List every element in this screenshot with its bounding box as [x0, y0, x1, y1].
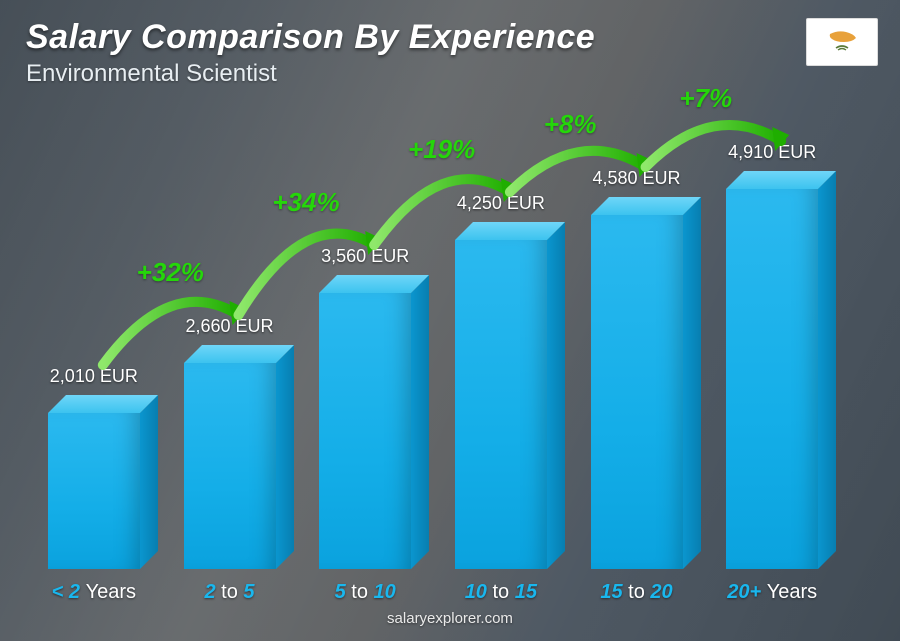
bar-top-face	[591, 197, 701, 215]
bar-1: 2,660 EUR2 to 5	[162, 110, 298, 569]
growth-pct-label: +8%	[544, 109, 597, 140]
bar-side-face	[547, 222, 565, 569]
bar-3: 4,250 EUR10 to 15	[433, 110, 569, 569]
growth-pct-label: +7%	[679, 83, 732, 114]
bar-value-label: 2,660 EUR	[150, 316, 310, 337]
bar-x-label: 5 to 10	[335, 581, 396, 604]
bar-value-label: 2,010 EUR	[14, 366, 174, 387]
cyprus-flag-icon	[812, 24, 872, 60]
bar-side-face	[276, 345, 294, 569]
bar-value-label: 3,560 EUR	[285, 246, 445, 267]
bar-front	[48, 413, 140, 569]
bar-side-face	[818, 171, 836, 569]
bar-x-label: 15 to 20	[600, 581, 672, 604]
bar-front	[726, 189, 818, 569]
chart-title: Salary Comparison By Experience	[26, 18, 595, 57]
country-flag	[806, 18, 878, 66]
bar-top-face	[726, 171, 836, 189]
bar-side-face	[140, 395, 158, 569]
bar3d	[319, 293, 411, 569]
bars-container: 2,010 EUR< 2 Years2,660 EUR2 to 53,560 E…	[26, 110, 840, 569]
bar-x-label: 10 to 15	[465, 581, 537, 604]
bar-front	[184, 363, 276, 569]
growth-pct-label: +19%	[408, 134, 475, 165]
bar-x-label: < 2 Years	[52, 581, 136, 604]
bar-front	[455, 240, 547, 569]
bar-4: 4,580 EUR15 to 20	[569, 110, 705, 569]
bar-0: 2,010 EUR< 2 Years	[26, 110, 162, 569]
bar3d	[726, 189, 818, 569]
bar-top-face	[455, 222, 565, 240]
bar3d	[48, 413, 140, 569]
bar-2: 3,560 EUR5 to 10	[297, 110, 433, 569]
bar-side-face	[411, 275, 429, 569]
bar-chart: 2,010 EUR< 2 Years2,660 EUR2 to 53,560 E…	[26, 110, 840, 569]
bar-value-label: 4,250 EUR	[421, 193, 581, 214]
bar-front	[319, 293, 411, 569]
footer-credit: salaryexplorer.com	[0, 610, 900, 627]
chart-subtitle: Environmental Scientist	[26, 60, 277, 88]
bar3d	[184, 363, 276, 569]
infographic-stage: Salary Comparison By Experience Environm…	[0, 0, 900, 641]
bar3d	[591, 215, 683, 569]
bar-5: 4,910 EUR20+ Years	[704, 110, 840, 569]
growth-pct-label: +32%	[137, 257, 204, 288]
bar-value-label: 4,910 EUR	[692, 142, 852, 163]
growth-pct-label: +34%	[272, 187, 339, 218]
bar-top-face	[48, 395, 158, 413]
bar-x-label: 2 to 5	[204, 581, 254, 604]
bar-front	[591, 215, 683, 569]
bar-top-face	[184, 345, 294, 363]
bar-x-label: 20+ Years	[727, 581, 817, 604]
bar-side-face	[683, 197, 701, 569]
bar-top-face	[319, 275, 429, 293]
bar-value-label: 4,580 EUR	[557, 168, 717, 189]
bar3d	[455, 240, 547, 569]
